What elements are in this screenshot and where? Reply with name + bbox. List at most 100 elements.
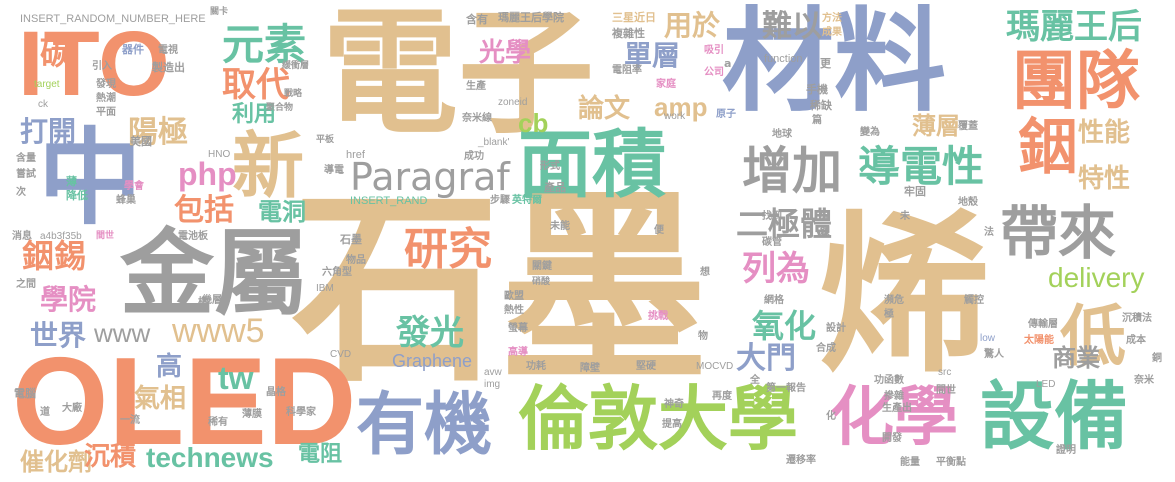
word-method: 方法 <box>822 14 842 24</box>
word-big-scale: 間世 <box>96 232 114 241</box>
word-hex-id: a4b3f35b <box>40 232 82 242</box>
word-research: 研究 <box>404 228 492 272</box>
word-characteristic: 特性 <box>1078 166 1130 192</box>
word-src: src <box>938 368 951 378</box>
word-crystal: 晶格 <box>266 388 286 398</box>
word-contains: 含有 <box>466 14 488 25</box>
word-high: 高 <box>156 354 182 380</box>
word-unable: 未能 <box>550 222 570 232</box>
word-conduct: 導電 <box>324 166 344 176</box>
word-hno: HNO <box>208 150 230 160</box>
word-join: 引入 <box>92 62 112 72</box>
word-challenge: 挑戰 <box>648 312 668 322</box>
word-between: 間世 <box>936 386 956 396</box>
word-thin-film: 薄膜 <box>242 410 262 420</box>
word-honeycomb: 蜂巢 <box>116 196 136 206</box>
word-find: 找到 <box>762 212 782 222</box>
word-cheap: 成本 <box>1126 336 1146 346</box>
word-carbon-tube: 碳管 <box>762 238 782 248</box>
word-queen-mary: 瑪麗王后 <box>1006 10 1142 44</box>
word-cb: cb <box>518 110 548 136</box>
word-metal: 金屬 <box>120 228 308 322</box>
word-reduce: 降低 <box>66 190 88 201</box>
word-bring: 帶來 <box>1000 204 1116 262</box>
word-catalyst: 催化劑 <box>20 450 92 474</box>
word-tablet: 平板 <box>316 136 334 145</box>
word-goods: 物品 <box>346 256 366 266</box>
word-open-dev: 開發 <box>882 434 902 444</box>
word-diode: 二極體 <box>736 208 832 240</box>
word-flat: 平面 <box>96 108 116 118</box>
word-a: a <box>724 58 731 69</box>
word-cover: 覆蓋 <box>958 122 978 132</box>
word-luminescence: 發光 <box>396 316 464 350</box>
word-sink-method: 沉積法 <box>1122 314 1152 324</box>
word-organic: 有機 <box>356 392 492 460</box>
word-thin: 薄 <box>66 176 77 187</box>
word-listed-as: 列為 <box>742 252 810 286</box>
word-control: 觸控 <box>964 296 984 306</box>
word-replace: 取代 <box>222 68 290 102</box>
word-conductivity: 導電性 <box>858 146 984 188</box>
word-earth: 地球 <box>772 130 792 140</box>
word-element: 元素 <box>222 24 306 66</box>
word-hexagon: 六角型 <box>322 268 352 278</box>
word-want: 想 <box>700 268 710 278</box>
word-form: 形式 <box>540 162 560 172</box>
word-product: 產品 <box>544 182 566 193</box>
word-road: 道 <box>40 408 50 418</box>
word-low-en: low <box>980 334 995 344</box>
word-mobility: 遷移率 <box>786 456 816 466</box>
word-try: 嘗試 <box>16 170 36 180</box>
word-team: 團隊 <box>1012 50 1140 114</box>
word-commercial: 商業 <box>1052 346 1100 370</box>
word-synthesis: 合成 <box>816 344 836 354</box>
word-full: 全 <box>750 376 760 386</box>
word-key-point: 關鍵 <box>532 262 552 272</box>
word-world: 世界 <box>30 322 86 350</box>
word-used-for: 用於 <box>664 12 720 40</box>
word-produce2: 生產出 <box>882 404 912 414</box>
word-heat: 熱性 <box>504 306 524 316</box>
word-become: 變為 <box>860 128 880 138</box>
word-englishgraph: 英特爾 <box>512 196 542 206</box>
word-open: 打開 <box>20 118 76 146</box>
word-college: 學院 <box>40 286 96 314</box>
word-resistor: 電阻 <box>298 444 342 466</box>
word-news: 消息 <box>12 232 32 242</box>
word-pass: 未 <box>900 212 910 222</box>
word-copper: 銅 <box>1152 354 1162 364</box>
word-balance: 平衡點 <box>936 458 966 468</box>
word-transform: 化 <box>826 412 836 422</box>
word-attract: 吸引 <box>704 46 724 56</box>
word-technews: technews <box>146 444 274 472</box>
word-carbon: 碳 <box>38 36 70 68</box>
word-piece: 篇 <box>812 116 822 126</box>
word-ibm: IBM <box>316 284 334 294</box>
word-strategy: 戰略 <box>284 90 302 99</box>
word-blank: _blank' <box>478 138 509 148</box>
word-silver: 銀 <box>820 228 830 238</box>
word-www5: www5 <box>172 314 265 348</box>
word-include: 包括 <box>174 196 234 226</box>
word-tw: tw <box>218 362 254 394</box>
word-energy: 能量 <box>900 458 920 468</box>
word-complex: 複雜性 <box>612 28 645 39</box>
word-new: 新 <box>232 130 304 202</box>
word-power-use: 功耗 <box>526 362 546 372</box>
word-work-function: 功函數 <box>874 376 904 386</box>
word-stone: 石墨 <box>340 234 362 245</box>
word-crust: 地殼 <box>958 198 978 208</box>
word-href: href <box>346 150 365 161</box>
word-led: LED <box>1036 380 1055 390</box>
word-www: www <box>94 320 150 346</box>
word-hot-trend: 熱潮 <box>96 94 116 104</box>
word-company: 公司 <box>704 68 724 78</box>
word-nano: 奈米 <box>1134 376 1154 386</box>
word-magic: 神奇 <box>664 400 684 410</box>
word-computer: 電腦 <box>14 388 36 399</box>
word-step: 步驟 <box>490 196 510 206</box>
word-london-univ: 倫敦大學 <box>518 384 798 454</box>
word-img: img <box>484 380 500 390</box>
